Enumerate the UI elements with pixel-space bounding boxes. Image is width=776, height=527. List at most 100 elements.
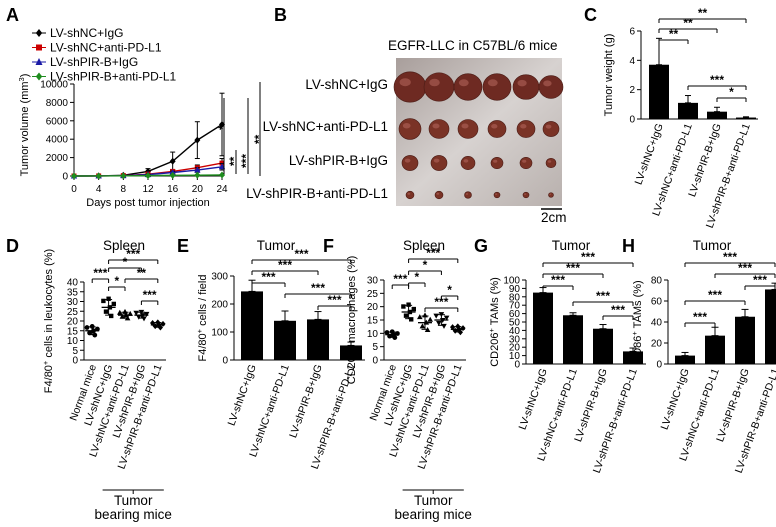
panel-b-tumor-highlight [491,124,498,129]
panel-c-sig-label: * [729,85,734,99]
panel-g-y-title-part: CD206 [489,333,501,367]
panel-c-y-tick-label: 6 [629,27,635,38]
panel-d-y-tick-label: 40 [67,278,79,289]
panel-a-x-title: Days post tumor injection [86,197,210,209]
panel-h-y-tick-label: 40 [651,318,663,329]
panel-a-point [169,157,176,165]
panel-a-point [71,172,77,180]
panel-b-tumor [428,119,450,139]
panel-h-y-tick-label: 0 [656,360,662,371]
panel-a-y-tick-label: 8000 [46,98,69,109]
panel-h-y-title-part: CD86 [632,336,644,364]
panel-label-h: H [622,236,635,256]
panel-d-point [84,325,90,330]
panel-a-x-tick-label: 16 [167,184,179,195]
panel-c-y-tick-label: 2 [629,85,635,96]
panel-c-sig-label: *** [710,73,724,87]
panel-h-bar [675,355,695,364]
panel-b-tumor-highlight [549,193,552,195]
panel-a-legend-marker [36,44,42,51]
panel-f-y-tick-label: 10 [367,329,379,340]
panel-e-bar [241,291,263,360]
panel-a-point [145,172,151,180]
panel-f-point [409,317,414,322]
panel-h-bar [705,335,725,364]
panel-b-tumor [516,120,536,138]
panel-d-y-tick-label: 35 [67,287,79,298]
panel-d-sig-label: *** [143,288,157,302]
panel-d-y-title-part: cells in leukocytes (%) [43,249,55,361]
panel-b-tumor [434,190,444,200]
panel-g-y-tick-label: 20 [509,343,521,354]
panel-a-x-tick-label: 20 [192,184,204,195]
panel-c-sig-label: ** [698,6,708,20]
panel-b-tumor-highlight [547,160,552,163]
panel-h-x-category-label: LV-shNC+IgG [659,367,692,432]
panel-e-y-tick-label: 0 [222,356,228,367]
panel-d-y-tick-label: 30 [67,297,79,308]
panel-f-sig-label: * [414,270,419,284]
panel-a-point [194,171,201,179]
panel-b-tumor-highlight [402,122,411,129]
panel-b-tumor [398,118,422,140]
panel-a-sig-label: * [216,125,230,130]
panel-g-y-title: CD206+ TAMs (%) [487,277,502,367]
panel-e-sig-label: *** [261,270,275,284]
panel-b-tumor-highlight [493,159,498,163]
panel-g-x-category-label: LV-shNC+IgG [517,367,550,432]
panel-a-x-tick-label: 8 [121,184,127,195]
panel-b-row-label: LV-shPIR-B+anti-PD-L1 [246,186,388,201]
panel-d-y-tick-label: 25 [67,307,79,318]
panel-d-point [136,314,142,320]
panel-g-bar [623,351,643,364]
panel-g-y-title-part: + [487,328,496,333]
panel-b-tumor-highlight [407,192,411,195]
panel-g-y-tick-label: 80 [509,292,521,303]
panel-c-bar [649,64,669,119]
panel-g-y-tick-label: 90 [509,284,521,295]
panel-f-y-tick-label: 30 [367,276,379,287]
panel-h-y-title: CD86+ TAMs (%) [630,280,645,363]
panel-a-y-title: Tumor volume (mm3) [17,74,32,177]
panel-b-tumor-highlight [404,158,411,163]
panel-e-sig-label: *** [327,293,341,307]
panel-h-y-tick-label: 20 [651,339,663,350]
panel-e-y-title-part: F4/80 [197,333,209,361]
panel-d-group-label-line2: bearing mice [95,507,172,522]
panel-d-point [109,313,114,319]
panel-g-y-tick-label: 100 [503,276,520,287]
panel-f-y-title-part: macrophages (%) [346,256,358,346]
panel-e-y-title-part: cells / field [197,275,209,329]
panel-h-sig-label: *** [708,288,722,302]
panel-b-tumor-highlight [522,159,527,163]
panel-g-y-tick-label: 70 [509,301,521,312]
panel-c-y-title: Tumor weight (g) [603,34,615,117]
panel-g-y-tick-label: 0 [514,360,520,371]
panel-f-y-tick-label: 15 [367,316,379,327]
panel-d-point [143,311,150,317]
panel-g-sig-label: *** [566,261,580,275]
panel-b-scale-label: 2cm [541,210,567,225]
panel-c-bar [678,102,698,119]
panel-f-point [406,302,411,307]
panel-b-tumor [401,155,419,171]
panel-b-row-label: LV-shPIR-B+IgG [289,153,388,168]
panel-b-tumor-highlight [458,79,469,87]
panel-g-y-tick-label: 10 [509,351,521,362]
panel-b-tumor-highlight [524,193,527,195]
panel-label-b: B [274,5,287,25]
panel-e-y-title-part: + [195,328,204,333]
panel-f-title: Spleen [403,238,445,253]
panel-a-x-tick-label: 24 [216,184,228,195]
panel-d-point [117,309,123,315]
panel-d-point [133,310,139,316]
panel-f-sig-label: *** [393,272,407,286]
panel-label-f: F [323,236,334,256]
panel-label-a: A [6,5,19,25]
panel-g-y-title-part: TAMs (%) [489,277,501,328]
panel-label-g: G [474,236,488,256]
panel-e-sig-label: *** [294,247,308,261]
panel-f-point [419,323,426,329]
panel-f-y-tick-label: 5 [372,342,378,353]
panel-a-y-tick-label: 4000 [46,135,69,146]
